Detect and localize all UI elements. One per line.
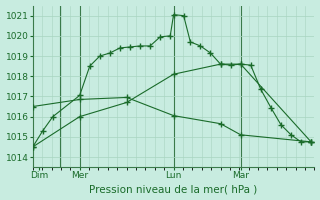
X-axis label: Pression niveau de la mer( hPa ): Pression niveau de la mer( hPa ) — [90, 184, 258, 194]
